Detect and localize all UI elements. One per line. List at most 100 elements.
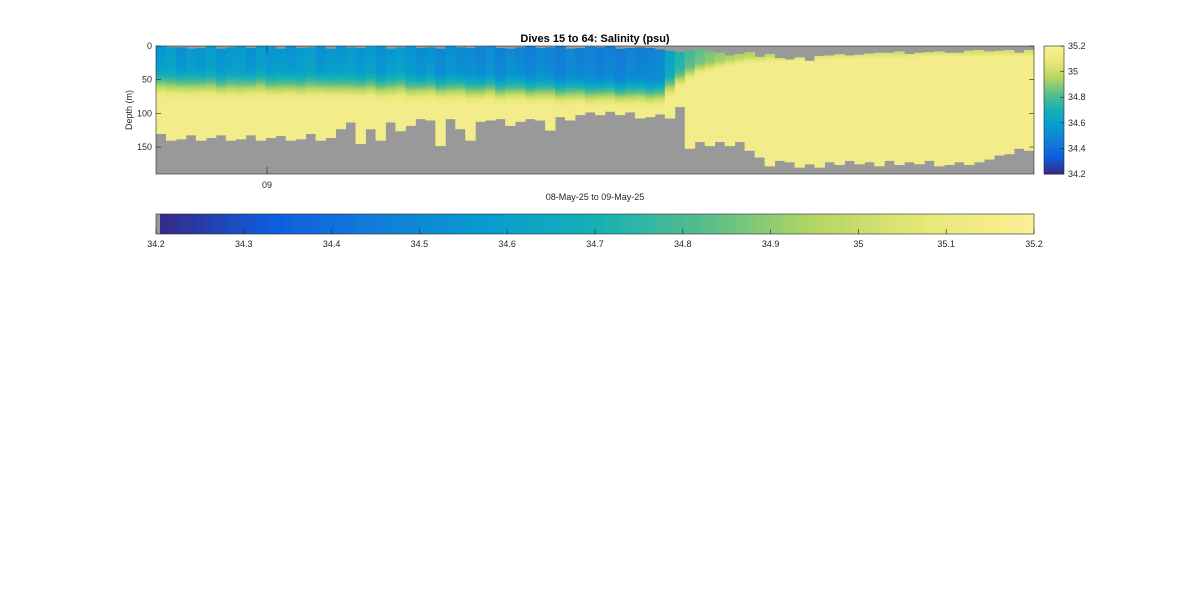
salinity-cell (814, 143, 825, 146)
salinity-cell (844, 56, 855, 59)
salinity-cell (275, 132, 287, 134)
salinity-cell (704, 134, 716, 137)
salinity-cell (465, 119, 476, 122)
salinity-cell (255, 138, 267, 141)
salinity-cell (634, 52, 646, 55)
salinity-cell (904, 102, 915, 105)
salinity-cell (784, 74, 795, 77)
salinity-cell (555, 68, 566, 71)
salinity-cell (305, 76, 317, 79)
salinity-cell (764, 54, 775, 56)
salinity-cell (724, 118, 736, 121)
salinity-cell (255, 62, 267, 64)
salinity-cell (175, 87, 187, 90)
salinity-cell (754, 113, 766, 116)
salinity-cell (325, 48, 336, 51)
salinity-cell (315, 68, 327, 71)
salinity-cell (724, 122, 736, 125)
salinity-cell (295, 83, 307, 85)
salinity-cell (385, 76, 396, 79)
salinity-cell (285, 94, 297, 97)
salinity-cell (385, 56, 396, 59)
salinity-cell (575, 103, 586, 106)
salinity-cell (185, 83, 197, 86)
salinity-cell (355, 120, 366, 123)
salinity-cell (774, 97, 785, 99)
salinity-cell (734, 124, 746, 126)
salinity-cell (684, 63, 696, 66)
salinity-cell (774, 93, 785, 95)
salinity-cell (804, 157, 815, 160)
salinity-cell (156, 95, 167, 98)
salinity-cell (904, 155, 915, 157)
salinity-cell (744, 138, 756, 141)
salinity-cell (395, 90, 406, 93)
salinity-cell (844, 132, 855, 134)
salinity-cell (295, 134, 307, 136)
salinity-cell (614, 52, 626, 55)
salinity-cell (724, 89, 736, 91)
salinity-cell (285, 98, 297, 101)
salinity-cell (764, 89, 775, 91)
salinity-cell (325, 125, 336, 128)
salinity-cell (305, 117, 317, 120)
salinity-cell (644, 96, 656, 99)
salinity-cell (235, 85, 247, 87)
salinity-cell (225, 87, 237, 90)
salinity-cell (595, 94, 606, 97)
salinity-cell (874, 147, 885, 149)
salinity-cell (814, 165, 825, 167)
salinity-cell (205, 106, 217, 109)
salinity-cell (724, 110, 736, 113)
salinity-cell (225, 124, 237, 126)
salinity-cell (295, 127, 307, 130)
salinity-cell (255, 116, 267, 118)
salinity-cell (624, 70, 636, 73)
salinity-cell (515, 103, 526, 106)
salinity-cell (824, 78, 835, 81)
salinity-cell (156, 59, 167, 62)
salinity-cell (754, 147, 766, 149)
salinity-cell (345, 85, 356, 87)
salinity-cell (455, 94, 466, 97)
salinity-cell (415, 99, 426, 101)
salinity-cell (734, 64, 746, 67)
salinity-cell (405, 67, 416, 70)
salinity-cell (255, 106, 267, 109)
salinity-cell (555, 101, 566, 103)
salinity-cell (844, 116, 855, 118)
salinity-cell (405, 101, 416, 103)
salinity-cell (884, 72, 895, 75)
salinity-cell (375, 107, 386, 110)
salinity-cell (295, 73, 307, 76)
salinity-cell (694, 105, 706, 108)
salinity-cell (245, 95, 257, 97)
salinity-cell (704, 59, 716, 62)
salinity-cell (415, 64, 426, 66)
salinity-cell (824, 157, 835, 160)
salinity-cell (774, 105, 785, 108)
salinity-cell (804, 120, 815, 122)
salinity-cell (235, 81, 247, 83)
salinity-cell (315, 101, 327, 103)
salinity-cell (525, 114, 536, 117)
salinity-cell (804, 107, 815, 110)
salinity-cell (355, 83, 366, 85)
salinity-cell (724, 136, 736, 139)
salinity-cell (205, 79, 217, 82)
salinity-cell (604, 93, 616, 95)
salinity-cell (874, 102, 885, 105)
salinity-cell (175, 85, 187, 87)
salinity-cell (275, 52, 287, 55)
salinity-cell (245, 99, 257, 101)
salinity-cell (714, 103, 726, 106)
salinity-cell (315, 47, 327, 50)
salinity-cell (714, 140, 726, 143)
salinity-cell (684, 51, 696, 54)
salinity-cell (904, 134, 915, 137)
salinity-cell (814, 61, 825, 64)
salinity-cell (285, 86, 297, 89)
salinity-cell (644, 58, 656, 61)
salinity-cell (704, 113, 716, 116)
salinity-cell (485, 47, 496, 50)
